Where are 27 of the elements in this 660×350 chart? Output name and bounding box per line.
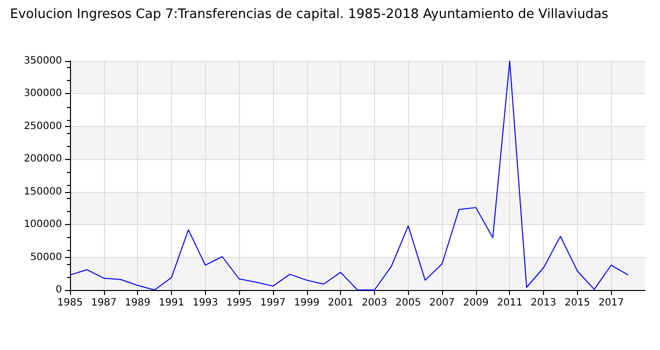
x-tick-label: 2005 [396,298,421,308]
x-tick-label: 2009 [463,298,489,308]
y-tick-label: 50000 [30,252,62,263]
line-series [70,60,629,290]
y-tick-label: 100000 [24,219,62,230]
x-tick-label: 1991 [158,298,184,308]
y-tick-label: 250000 [24,120,62,132]
x-tick-label: 1995 [226,298,252,308]
x-tick-label: 1993 [192,298,218,308]
x-tick-label: 1989 [124,298,150,308]
y-tick-label: 350000 [24,56,62,66]
x-tick-label: 1985 [57,298,83,308]
x-tick-label: 2001 [328,298,354,308]
y-tick-label: 300000 [24,88,62,100]
x-tick-label: 2015 [564,298,590,308]
y-tick-label: 200000 [24,154,62,165]
x-tick-label: 1997 [260,298,286,308]
x-tick-label: 2017 [598,298,624,308]
chart-title: Evolucion Ingresos Cap 7:Transferencias de capital. 1985-2018 Ayuntamiento de Villaviudas [10,7,609,22]
y-tick-label: 150000 [24,186,62,198]
y-tick-label: 0 [56,284,62,296]
x-tick-label: 2007 [429,298,455,308]
x-tick-label: 2011 [496,298,522,308]
x-tick-label: 2013 [530,298,556,308]
x-tick-label: 1999 [294,298,320,308]
x-tick-label: 1987 [91,298,117,308]
x-tick-label: 2003 [362,298,388,308]
